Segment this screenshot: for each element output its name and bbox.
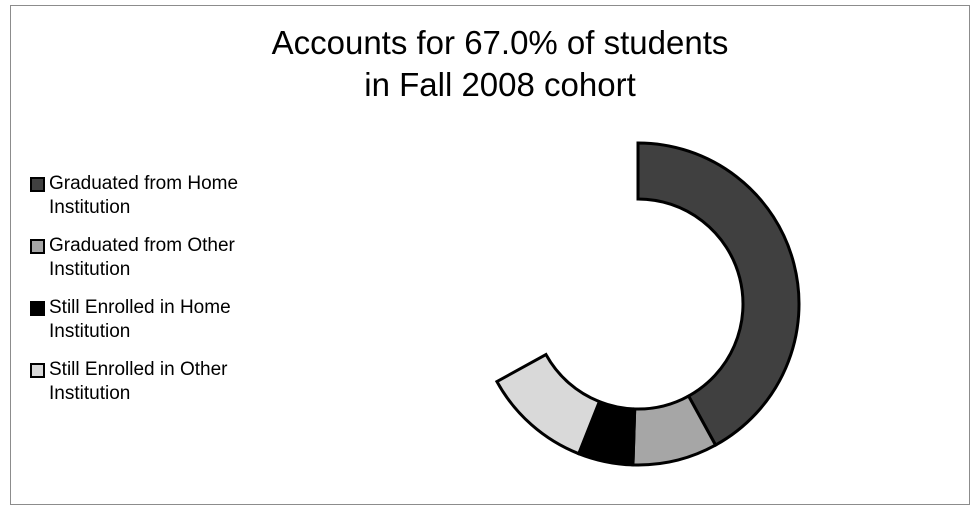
donut-slice-0 [638, 143, 799, 445]
donut-slice-3 [497, 355, 599, 454]
donut-chart [0, 0, 978, 494]
